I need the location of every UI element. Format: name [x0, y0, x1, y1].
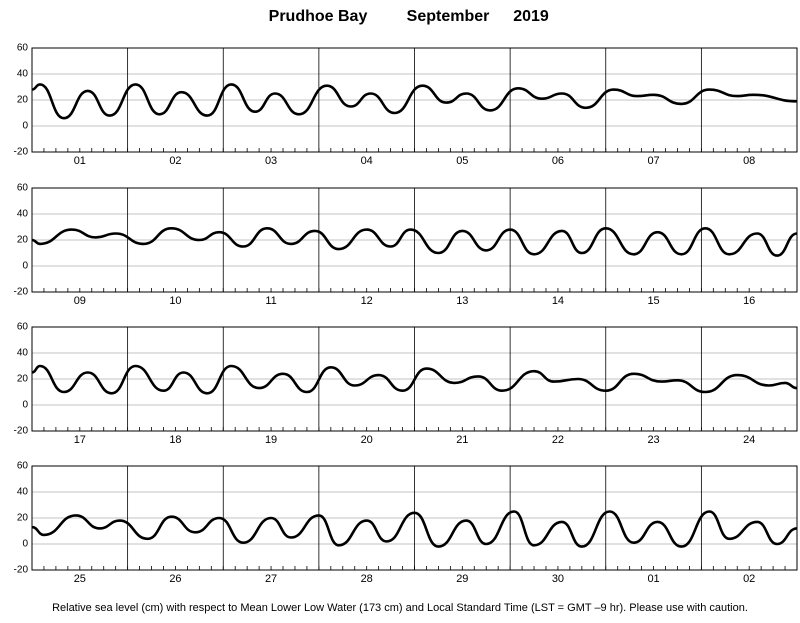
x-tick-label: 10	[169, 295, 181, 307]
x-tick-label: 13	[456, 295, 468, 307]
location-title: Prudhoe Bay	[269, 8, 368, 25]
y-tick-label: 60	[17, 43, 29, 54]
x-tick-label: 16	[743, 295, 755, 307]
x-tick-label: 26	[169, 573, 181, 585]
y-tick-label: -20	[14, 147, 29, 158]
y-tick-label: 20	[17, 513, 29, 524]
sea-level-line	[31, 83, 798, 120]
x-tick-label: 23	[647, 434, 659, 446]
y-tick-label: 60	[17, 461, 29, 472]
x-tick-label: 30	[552, 573, 564, 585]
x-tick-label: 01	[647, 573, 659, 585]
x-tick-label: 20	[361, 434, 373, 446]
y-tick-label: 40	[17, 348, 29, 359]
x-tick-label: 01	[74, 155, 86, 167]
month-title: September	[407, 8, 490, 25]
x-tick-label: 04	[361, 155, 373, 167]
x-tick-label: 21	[456, 434, 468, 446]
x-tick-label: 08	[743, 155, 755, 167]
x-tick-label: 15	[647, 295, 659, 307]
y-tick-label: 40	[17, 69, 29, 80]
x-tick-label: 11	[265, 295, 276, 307]
x-tick-label: 12	[361, 295, 373, 307]
x-tick-label: 06	[552, 155, 564, 167]
y-tick-label: 0	[22, 261, 28, 272]
x-tick-label: 14	[552, 295, 564, 307]
sea-level-line	[31, 510, 798, 548]
x-tick-label: 02	[743, 573, 755, 585]
y-tick-label: -20	[14, 426, 29, 437]
sea-level-line	[31, 227, 798, 257]
y-tick-label: 0	[22, 539, 28, 550]
x-tick-label: 24	[743, 434, 755, 446]
sea-level-line	[31, 364, 798, 395]
x-tick-label: 19	[265, 434, 277, 446]
x-tick-label: 29	[456, 573, 468, 585]
y-tick-label: 20	[17, 235, 29, 246]
x-tick-label: 18	[169, 434, 181, 446]
plot-frame	[31, 465, 798, 571]
x-tick-label: 27	[265, 573, 277, 585]
plot-frame	[31, 326, 798, 432]
y-tick-label: 0	[22, 121, 28, 132]
x-tick-label: 02	[169, 155, 181, 167]
x-tick-label: 17	[74, 434, 86, 446]
x-tick-label: 28	[361, 573, 373, 585]
y-tick-label: 60	[17, 322, 29, 333]
x-tick-label: 25	[74, 573, 86, 585]
x-tick-label: 22	[552, 434, 564, 446]
y-tick-label: 40	[17, 209, 29, 220]
y-tick-label: 60	[17, 183, 29, 194]
x-tick-label: 05	[456, 155, 468, 167]
x-tick-label: 09	[74, 295, 86, 307]
y-tick-label: -20	[14, 565, 29, 576]
y-tick-label: 0	[22, 400, 28, 411]
y-tick-label: 40	[17, 487, 29, 498]
y-tick-label: 20	[17, 374, 29, 385]
footnote: Relative sea level (cm) with respect to …	[52, 602, 748, 614]
y-tick-label: -20	[14, 287, 29, 298]
y-tick-label: 20	[17, 95, 29, 106]
x-tick-label: 07	[647, 155, 659, 167]
x-tick-label: 03	[265, 155, 277, 167]
year-title: 2019	[513, 8, 549, 25]
